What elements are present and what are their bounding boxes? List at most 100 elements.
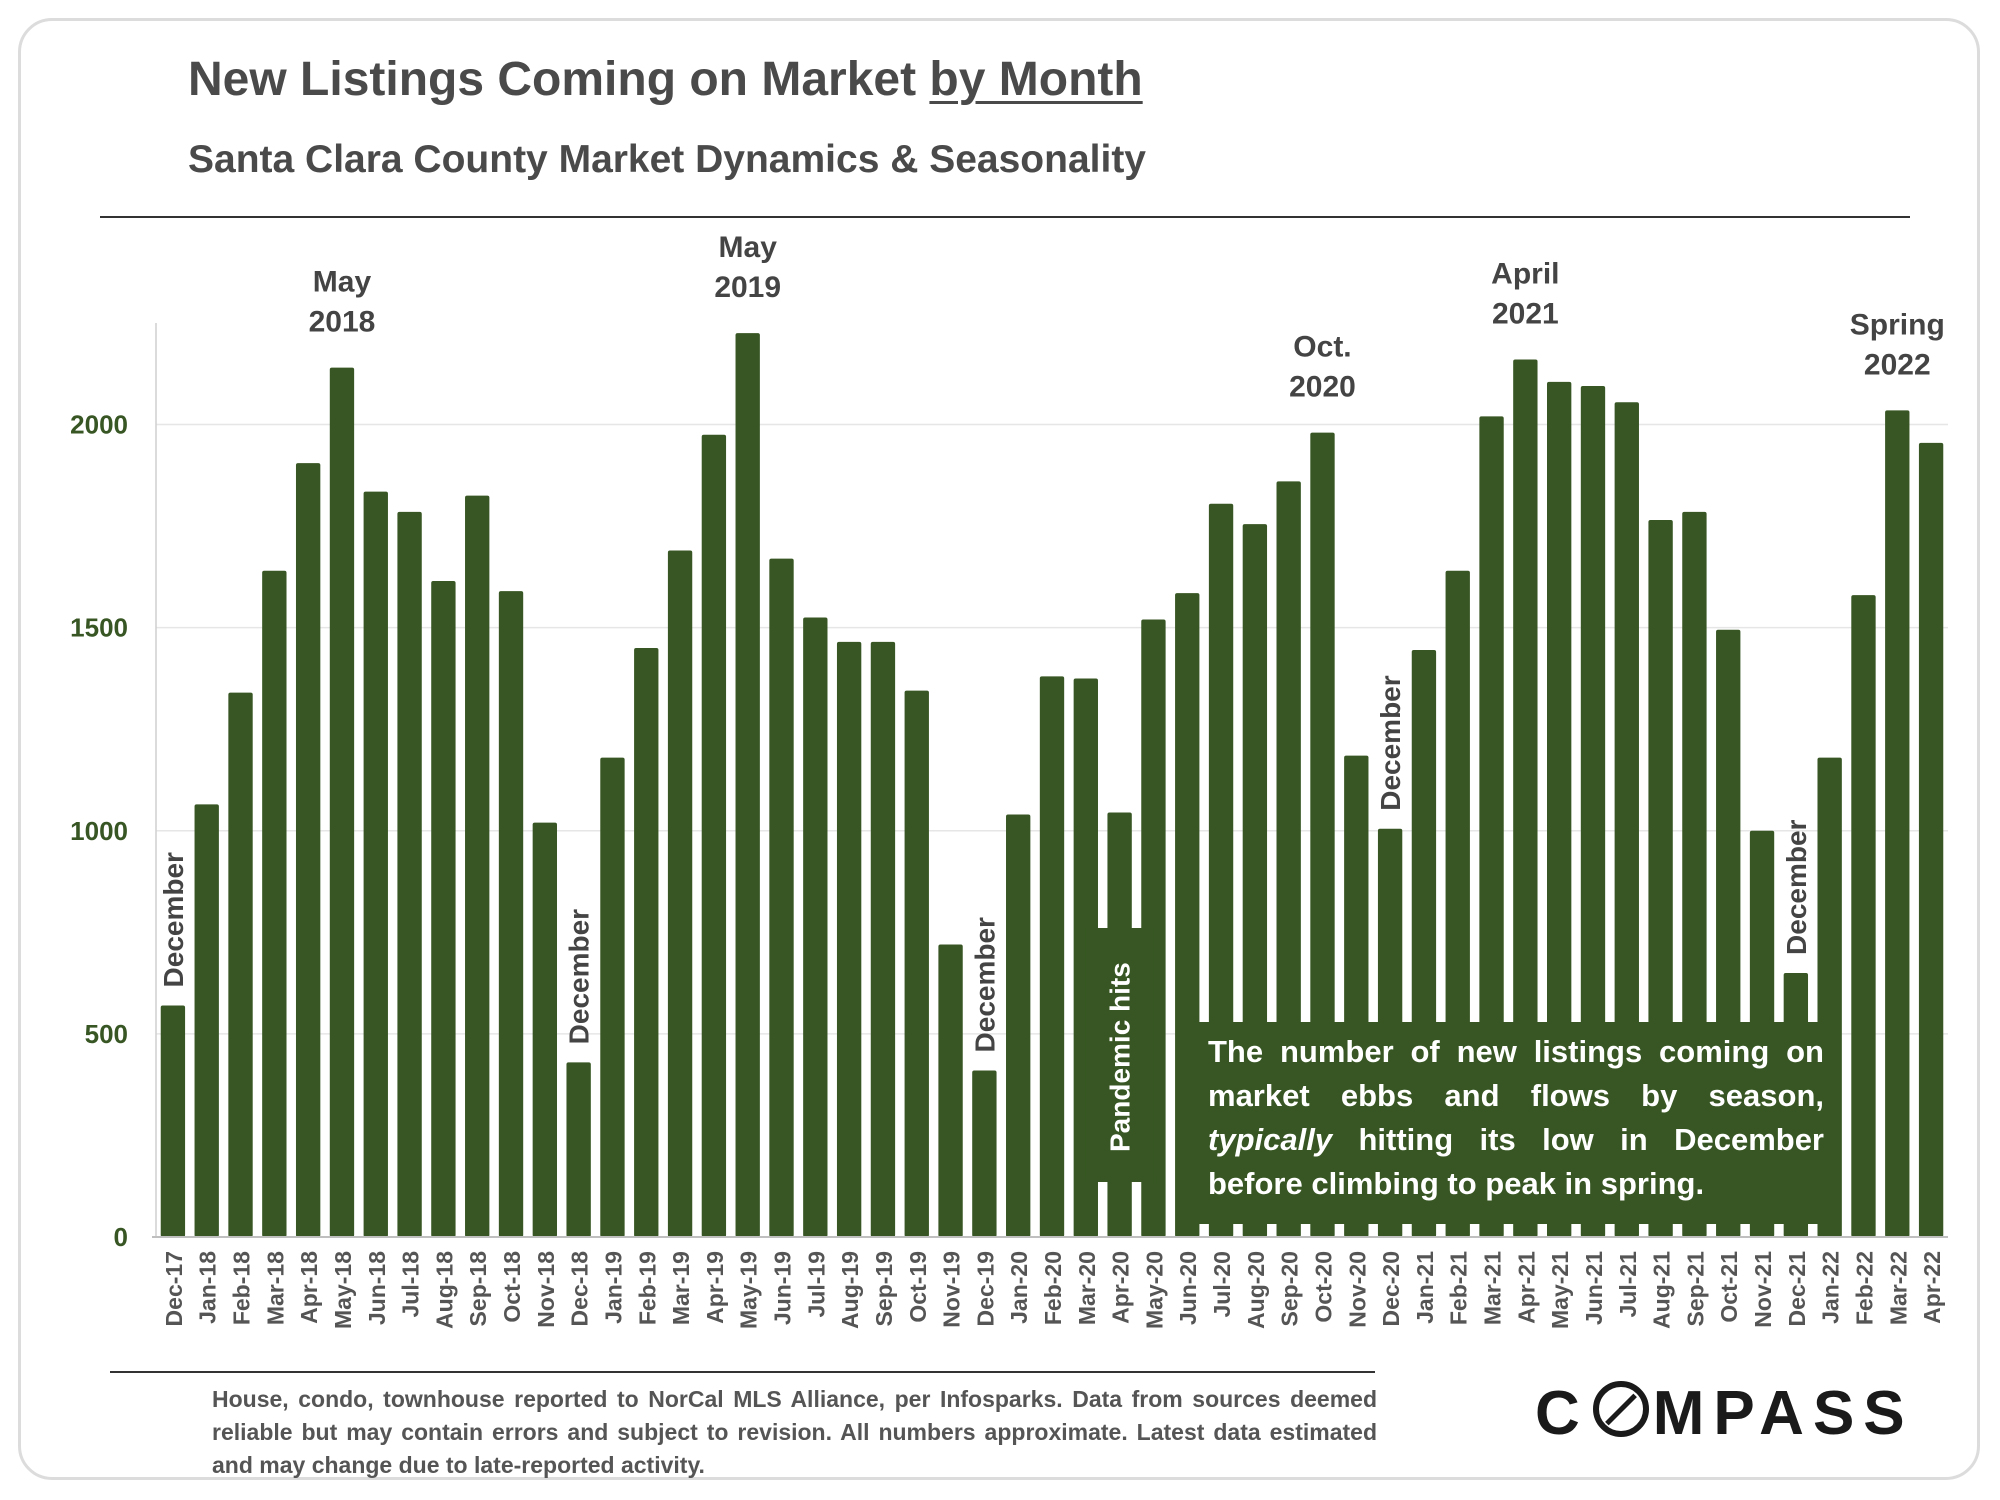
x-tick-label: Nov-21	[1750, 1251, 1776, 1328]
x-tick-label: Jul-21	[1615, 1251, 1641, 1318]
x-tick-label: Dec-17	[161, 1251, 187, 1326]
bar	[532, 822, 558, 1237]
bar	[1006, 814, 1031, 1237]
compass-logo: C MPASS	[1535, 1378, 1914, 1449]
peak-annotation: 2018	[309, 306, 376, 339]
bar	[431, 580, 456, 1237]
peak-annotation: April	[1491, 258, 1559, 291]
bar	[1918, 442, 1944, 1237]
bar	[701, 434, 727, 1237]
x-tick-label: Apr-20	[1108, 1251, 1134, 1324]
bar	[397, 511, 422, 1238]
logo-o-mark	[1592, 1381, 1649, 1437]
bar	[262, 570, 287, 1237]
x-tick-label: Jun-21	[1581, 1251, 1607, 1325]
peak-annotation: Spring	[1850, 308, 1945, 341]
bar	[634, 647, 659, 1237]
source-footnote: House, condo, townhouse reported to NorC…	[212, 1386, 1377, 1478]
x-tick-label: Mar-20	[1074, 1251, 1100, 1325]
bar	[735, 333, 760, 1238]
bar	[329, 367, 355, 1237]
bar	[1851, 595, 1876, 1237]
x-tick-label: Sep-20	[1277, 1251, 1303, 1326]
x-tick-label: Oct-18	[499, 1251, 525, 1323]
x-tick-label: May-20	[1141, 1251, 1167, 1329]
x-tick-label: Sep-18	[465, 1251, 491, 1327]
x-tick-label: Feb-20	[1040, 1251, 1066, 1325]
x-tick-label: Mar-18	[262, 1251, 288, 1325]
x-tick-label: May-21	[1547, 1251, 1573, 1329]
x-tick-label: Feb-18	[229, 1251, 255, 1325]
x-tick-label: Oct-20	[1310, 1251, 1336, 1323]
bar	[870, 641, 896, 1237]
footer-divider	[110, 1371, 1375, 1373]
note-text-2: hitting its low in December before climb…	[1208, 1122, 1824, 1201]
december-annotation: December	[969, 917, 1000, 1053]
y-tick-label: 0	[114, 1222, 128, 1252]
x-tick-label: May-18	[330, 1251, 356, 1329]
bar	[836, 641, 862, 1237]
note-text-1: The number of new listings coming on mar…	[1208, 1034, 1824, 1113]
x-tick-label: Aug-18	[431, 1251, 457, 1329]
x-tick-label: Jan-21	[1412, 1251, 1438, 1324]
bar	[465, 495, 490, 1238]
december-annotation: December	[158, 852, 189, 988]
bar	[363, 491, 388, 1237]
bar	[803, 617, 828, 1237]
x-tick-label: Dec-19	[972, 1251, 998, 1326]
x-tick-label: Nov-18	[533, 1251, 559, 1328]
x-tick-label: Mar-22	[1885, 1251, 1911, 1325]
x-tick-label: Mar-21	[1480, 1251, 1506, 1325]
bar	[228, 692, 253, 1237]
note-emphasis: typically	[1208, 1122, 1333, 1157]
bar	[972, 1070, 997, 1237]
x-tick-label: Jul-20	[1209, 1251, 1235, 1317]
x-tick-label: Apr-19	[702, 1251, 728, 1324]
x-tick-label: Jan-20	[1006, 1251, 1032, 1324]
note-box	[1192, 1022, 1840, 1224]
x-tick-label: Jun-19	[770, 1251, 796, 1325]
bar	[1039, 676, 1065, 1237]
x-tick-label: Dec-18	[567, 1251, 593, 1327]
x-tick-label: Feb-22	[1851, 1251, 1877, 1325]
peak-annotation: Oct.	[1293, 331, 1351, 364]
x-tick-label: Aug-20	[1243, 1251, 1269, 1329]
x-tick-label: May-19	[736, 1251, 762, 1329]
x-tick-label: Jul-18	[398, 1251, 424, 1318]
x-tick-label: Feb-21	[1446, 1251, 1472, 1325]
bar	[160, 1005, 186, 1237]
x-tick-label: Jan-18	[195, 1251, 221, 1324]
peak-annotation: May	[313, 266, 372, 299]
x-tick-label: Apr-21	[1513, 1251, 1539, 1324]
bar	[566, 1062, 591, 1237]
title-underlined: by Month	[929, 53, 1143, 106]
x-tick-label: Oct-19	[905, 1251, 931, 1323]
x-tick-label: Jan-22	[1818, 1251, 1844, 1324]
pandemic-annotation: Pandemic hits	[1105, 962, 1136, 1152]
bar	[1513, 359, 1538, 1237]
x-tick-label: Jun-20	[1175, 1251, 1201, 1325]
bar	[498, 591, 524, 1237]
bar	[769, 558, 794, 1237]
peak-annotation: May	[719, 231, 778, 264]
title-main: New Listings Coming on Market	[188, 53, 930, 106]
logo-text-start: C	[1535, 1379, 1589, 1448]
x-tick-label: Mar-19	[668, 1251, 694, 1325]
pandemic-label-box	[1085, 928, 1154, 1182]
december-annotation: December	[1781, 819, 1812, 955]
peak-annotation: 2019	[714, 271, 781, 304]
x-tick-label: Feb-19	[634, 1251, 660, 1325]
y-tick-label: 1000	[70, 816, 128, 846]
december-annotation: December	[1375, 675, 1406, 811]
annotation-note: The number of new listings coming on mar…	[1208, 1030, 1824, 1206]
x-tick-label: Nov-19	[939, 1251, 965, 1328]
y-tick-label: 2000	[70, 410, 128, 440]
bar	[938, 944, 963, 1237]
x-tick-label: Jun-18	[364, 1251, 390, 1325]
x-tick-label: Jul-19	[803, 1251, 829, 1317]
chart-title: New Listings Coming on Market by Month	[188, 52, 1143, 107]
x-tick-label: Jan-19	[600, 1251, 626, 1324]
x-tick-label: Sep-21	[1682, 1251, 1708, 1327]
logo-text-end: MPASS	[1652, 1379, 1914, 1448]
header-divider	[100, 216, 1910, 218]
